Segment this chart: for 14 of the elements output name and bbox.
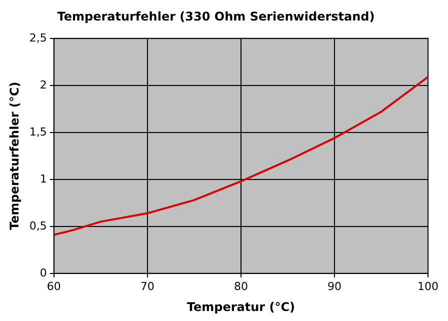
y-tick-label: 1 (40, 172, 47, 186)
y-tick-label: 2,5 (29, 31, 47, 44)
y-tick-label: 0 (40, 266, 47, 280)
x-tick-label: 100 (418, 280, 438, 293)
y-tick-label: 1,5 (29, 125, 47, 138)
x-tick-label: 80 (234, 280, 248, 293)
chart-title: Temperaturfehler (330 Ohm Serienwiderstand) (57, 9, 375, 24)
y-tick-label: 2 (40, 78, 47, 92)
x-tick-label: 70 (140, 280, 154, 293)
x-tick-label: 90 (327, 280, 342, 293)
x-axis-title: Temperatur (°C) (186, 300, 296, 314)
y-axis-title: Temperaturfehler (°C) (7, 82, 22, 230)
x-tick-label: 60 (46, 280, 61, 293)
y-tick-label: 0,5 (29, 219, 47, 232)
